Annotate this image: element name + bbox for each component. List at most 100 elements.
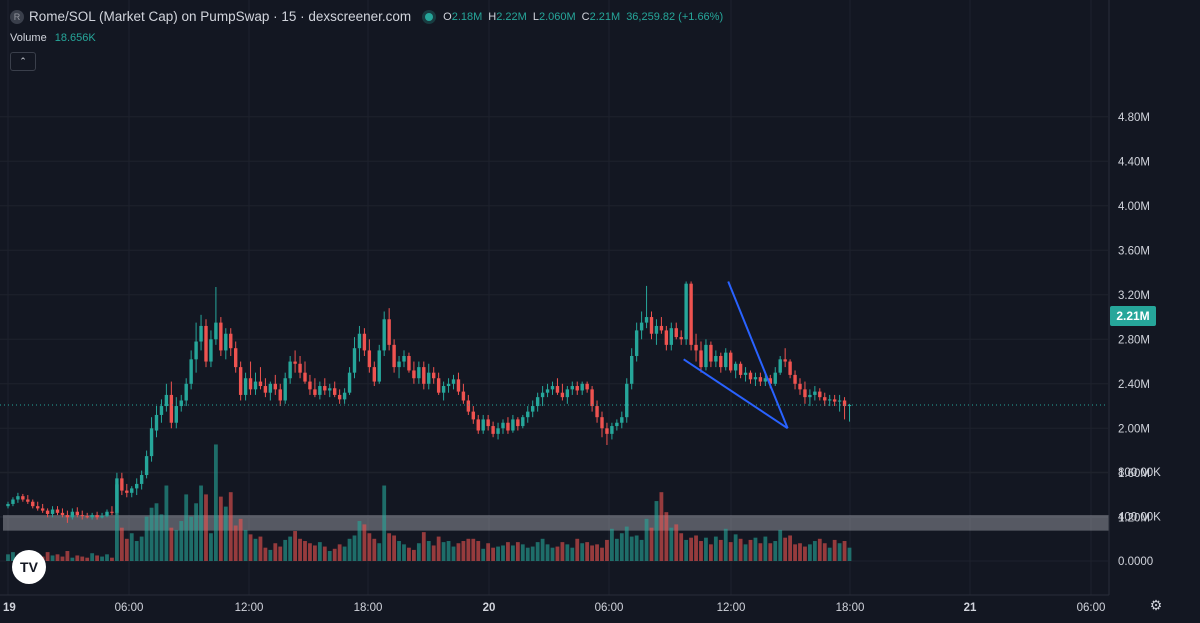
time-tick-label: 20 xyxy=(483,602,496,614)
volume-bar xyxy=(253,538,258,561)
volume-bar xyxy=(629,536,634,561)
collapse-legend-button[interactable]: ⌃ xyxy=(10,52,36,71)
settings-icon[interactable]: ⚙ xyxy=(1149,597,1163,613)
volume-bar xyxy=(619,533,624,561)
candle-body xyxy=(293,361,297,364)
candle-body xyxy=(164,394,169,407)
volume-bar xyxy=(733,534,738,561)
volume-bar xyxy=(327,551,332,561)
volume-bar xyxy=(511,545,515,561)
candle-body xyxy=(704,344,708,368)
candle-body xyxy=(144,456,149,476)
candle-body xyxy=(540,392,545,398)
candle-body xyxy=(545,389,550,393)
candle-body xyxy=(243,378,248,395)
candle-body xyxy=(446,383,451,387)
candle-body xyxy=(80,515,84,517)
volume-bar xyxy=(337,544,342,561)
volume-bar xyxy=(822,543,827,561)
candle-body xyxy=(674,328,678,338)
volume-bar xyxy=(446,541,451,561)
candle-body xyxy=(367,350,372,368)
candle-body xyxy=(486,419,490,427)
volume-bar xyxy=(278,546,283,561)
candle-body xyxy=(135,483,139,489)
volume-bar xyxy=(486,543,491,561)
candle-body xyxy=(258,381,263,387)
time-tick-label: 12:00 xyxy=(235,602,264,614)
candle-body xyxy=(808,394,812,398)
volume-bar xyxy=(793,544,797,561)
volume-bar xyxy=(515,542,520,561)
volume-bar xyxy=(649,527,654,561)
volume-bar xyxy=(694,535,698,561)
candle-body xyxy=(432,372,436,379)
volume-bar xyxy=(332,548,337,561)
candle-body xyxy=(417,367,421,379)
candle-body xyxy=(506,422,510,431)
candle-body xyxy=(278,389,282,401)
trendline xyxy=(727,281,789,429)
candle-body xyxy=(615,422,619,427)
volume-bar xyxy=(832,539,837,561)
volume-bar xyxy=(223,506,228,561)
candle-body xyxy=(516,419,520,427)
candle-body xyxy=(451,379,456,384)
volume-bar xyxy=(416,543,421,561)
volume-bar xyxy=(600,547,604,561)
volume-bar xyxy=(545,544,550,561)
volume-bar xyxy=(342,546,347,561)
volume-bar xyxy=(718,539,723,561)
candle-body xyxy=(763,378,768,382)
live-status-icon xyxy=(425,12,434,21)
candle-body xyxy=(491,426,495,434)
volume-bar xyxy=(50,555,55,561)
volume-tick-label: 800.00K xyxy=(1118,467,1161,479)
volume-bar xyxy=(218,496,223,561)
candle-body xyxy=(377,350,381,382)
volume-bar xyxy=(605,539,609,561)
candle-body xyxy=(352,348,357,373)
candle-body xyxy=(733,363,738,371)
trendline xyxy=(683,358,789,430)
volume-bar xyxy=(194,503,198,561)
candle-body xyxy=(229,333,233,349)
volume-bar xyxy=(238,518,243,561)
candle-body xyxy=(600,417,604,429)
volume-bar xyxy=(288,536,293,561)
price-tick-label: 1.20M xyxy=(1118,512,1150,524)
candle-body xyxy=(21,496,25,500)
candle-body xyxy=(803,389,807,398)
volume-bar xyxy=(595,544,599,561)
candle-body xyxy=(511,419,515,431)
candle-body xyxy=(50,509,55,514)
candle-body xyxy=(719,355,723,368)
candle-body xyxy=(333,388,337,395)
candle-body xyxy=(115,478,119,513)
volume-bar xyxy=(263,547,268,561)
volume-bar xyxy=(803,546,807,561)
volume-bar xyxy=(808,544,812,561)
volume-bar xyxy=(352,535,357,561)
candle-body xyxy=(397,361,401,368)
volume-bar xyxy=(723,528,728,561)
candle-body xyxy=(580,383,584,391)
candle-body xyxy=(11,499,15,504)
volume-bar xyxy=(431,545,436,561)
volume-bar xyxy=(258,536,263,561)
candle-body xyxy=(323,386,327,391)
volume-bar xyxy=(773,541,778,561)
candle-body xyxy=(110,511,114,513)
candle-body xyxy=(664,330,669,345)
volume-bar xyxy=(812,541,817,561)
candle-body xyxy=(288,361,292,379)
tradingview-logo[interactable]: TV xyxy=(12,550,46,584)
candle-body xyxy=(788,361,792,375)
candle-body xyxy=(590,389,594,407)
volume-bar xyxy=(407,547,411,561)
time-tick-label: 06:00 xyxy=(115,602,144,614)
time-tick-label: 06:00 xyxy=(1077,602,1106,614)
volume-bar xyxy=(565,544,570,561)
volume-bar xyxy=(624,526,629,561)
